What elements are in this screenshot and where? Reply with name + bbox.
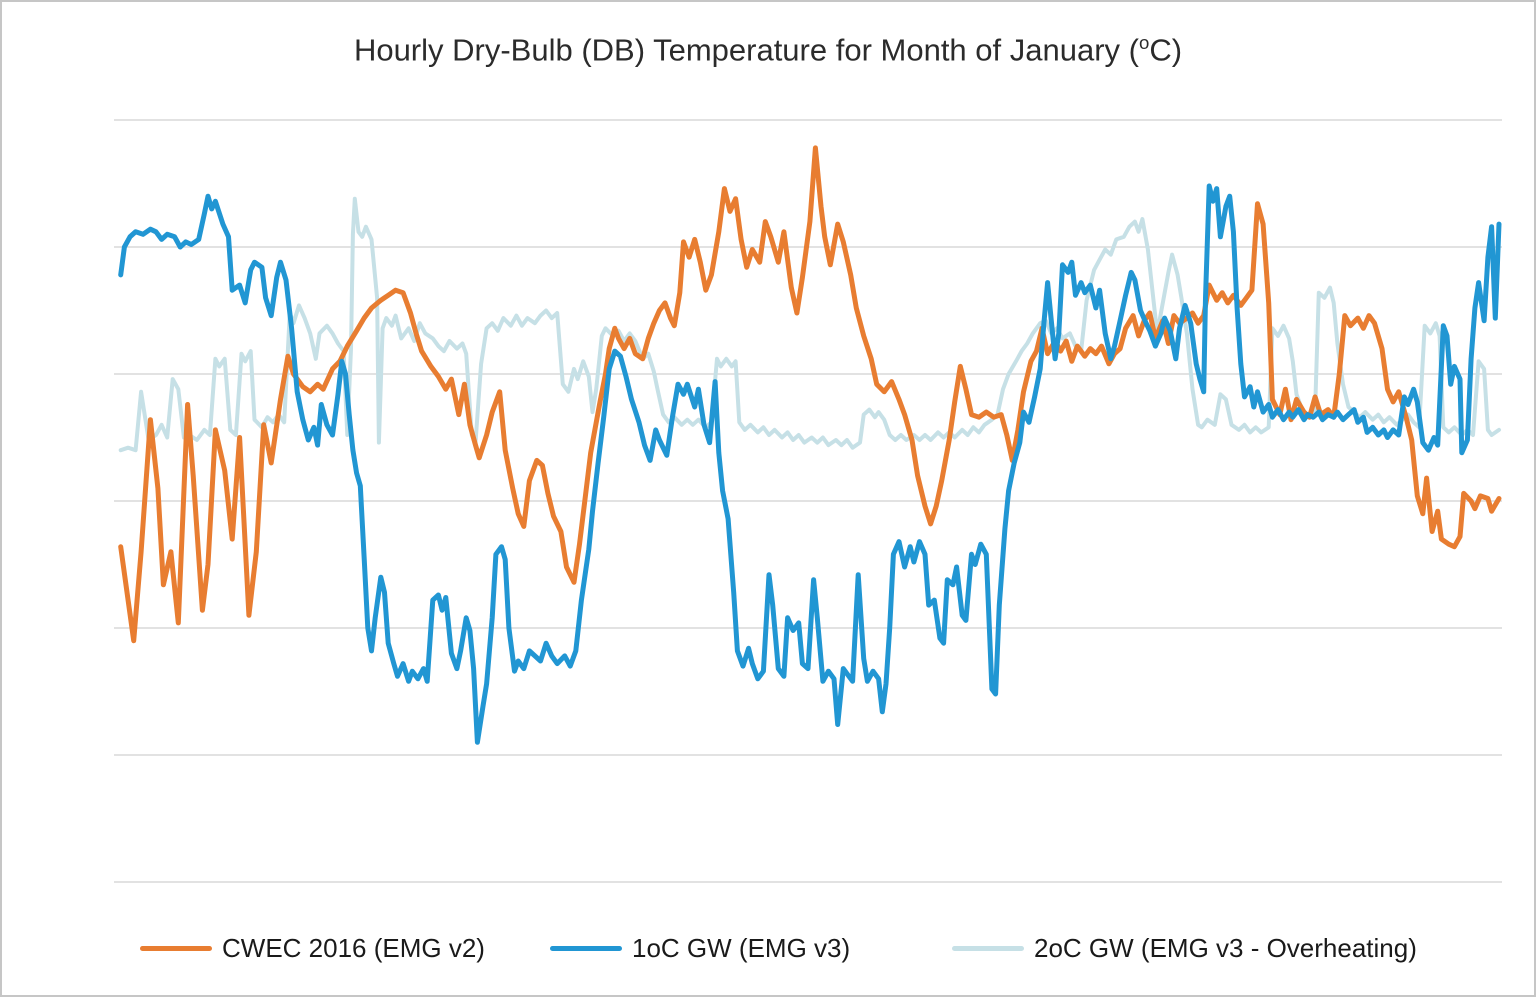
legend-label: CWEC 2016 (EMG v2) — [222, 932, 485, 963]
chart-title-suffix: C) — [1149, 32, 1183, 68]
series-line-2oc-gw-overheating — [118, 196, 1501, 453]
chart-title-degree-symbol: o — [1138, 32, 1150, 53]
y-axis: 15.010.05.00.0-5.0-10.0-15.0 — [2, 2, 94, 995]
series-line-1oc-gw — [118, 183, 1502, 745]
legend-item-1oc-gw: 1oC GW (EMG v3) — [550, 932, 850, 964]
legend-line-swatch-lightblue — [952, 945, 1024, 951]
legend-label: 1oC GW (EMG v3) — [632, 932, 851, 963]
legend-line-swatch-blue — [550, 945, 622, 951]
legend-line-swatch-orange — [140, 945, 212, 951]
legend-label: 2oC GW (EMG v3 - Overheating) — [1034, 932, 1417, 963]
legend-item-2oc-gw-overheating: 2oC GW (EMG v3 - Overheating) — [952, 932, 1417, 964]
series-line-cwec-2016 — [118, 145, 1502, 644]
chart-title-text: Hourly Dry-Bulb (DB) Temperature for Mon… — [353, 32, 1139, 68]
chart-title: Hourly Dry-Bulb (DB) Temperature for Mon… — [2, 32, 1534, 68]
legend-item-cwec-2016: CWEC 2016 (EMG v2) — [140, 932, 485, 964]
